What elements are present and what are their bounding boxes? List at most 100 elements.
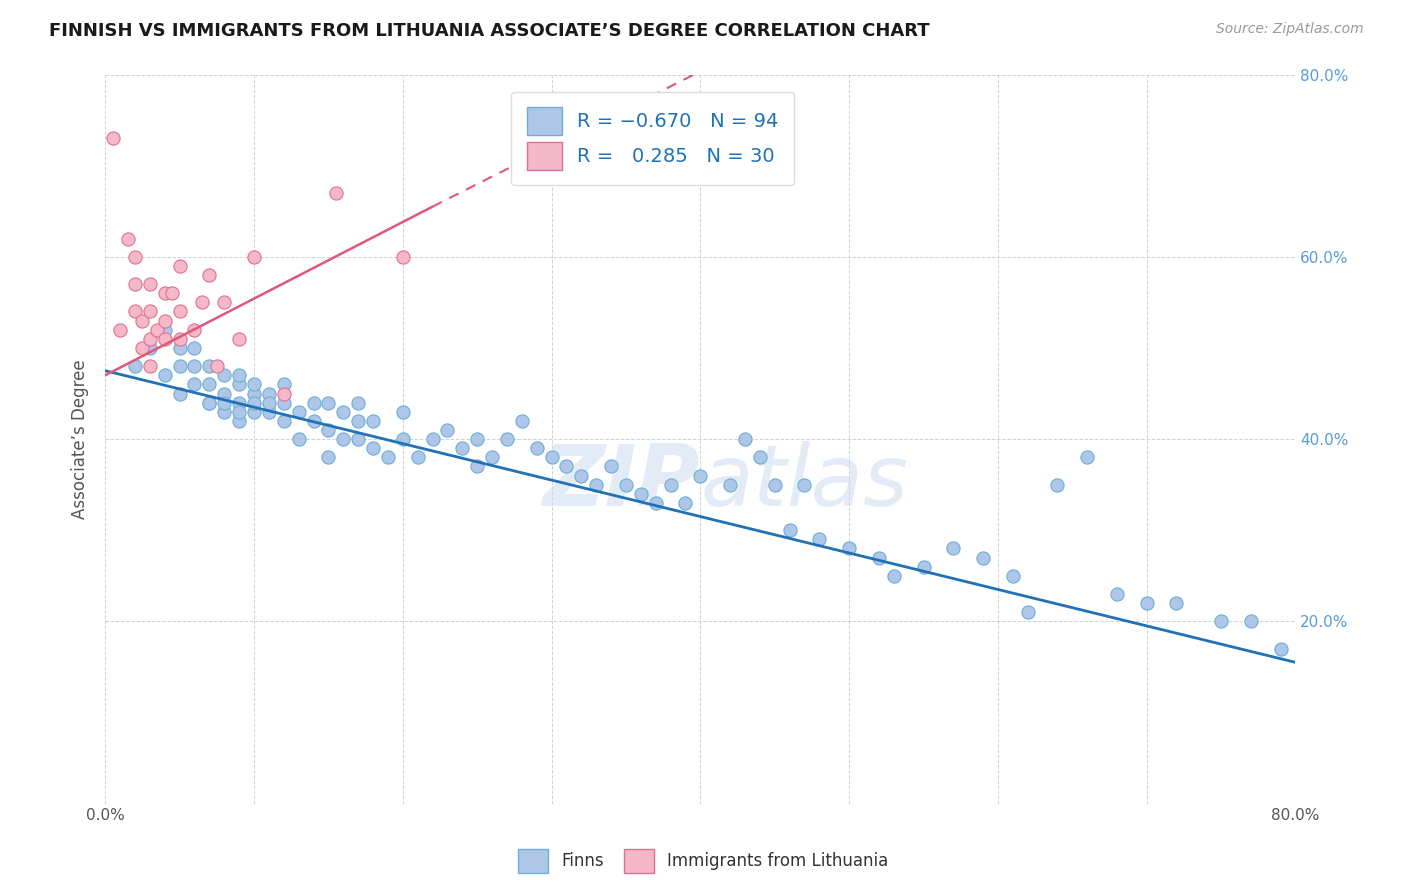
Point [972, 550, 994, 565]
Point [1209, 615, 1232, 629]
Point [169, 386, 191, 401]
Point [318, 450, 340, 465]
Point [779, 523, 801, 537]
Point [183, 341, 205, 355]
Point [198, 395, 221, 409]
Point [734, 432, 756, 446]
Point [391, 432, 413, 446]
Point [465, 459, 488, 474]
Point [212, 295, 235, 310]
Point [406, 450, 429, 465]
Point [205, 359, 228, 373]
Point [630, 487, 652, 501]
Point [117, 231, 139, 245]
Text: ZIP: ZIP [543, 442, 700, 524]
Point [212, 395, 235, 409]
Legend: Finns, Immigrants from Lithuania: Finns, Immigrants from Lithuania [510, 842, 896, 880]
Point [1076, 450, 1098, 465]
Point [318, 423, 340, 437]
Point [361, 414, 384, 428]
Point [124, 304, 146, 318]
Point [391, 405, 413, 419]
Point [212, 405, 235, 419]
Point [302, 414, 325, 428]
Point [273, 395, 295, 409]
Point [644, 496, 666, 510]
Point [212, 368, 235, 383]
Point [153, 323, 176, 337]
Point [139, 341, 162, 355]
Point [1046, 477, 1069, 491]
Point [912, 559, 935, 574]
Point [302, 395, 325, 409]
Point [273, 414, 295, 428]
Point [169, 259, 191, 273]
Point [868, 550, 890, 565]
Point [243, 405, 266, 419]
Point [1017, 605, 1039, 619]
Point [659, 477, 682, 491]
Point [153, 286, 176, 301]
Text: Source: ZipAtlas.com: Source: ZipAtlas.com [1216, 22, 1364, 37]
Y-axis label: Associate’s Degree: Associate’s Degree [72, 359, 89, 519]
Point [101, 131, 124, 145]
Point [183, 359, 205, 373]
Point [585, 477, 607, 491]
Point [153, 332, 176, 346]
Point [257, 405, 280, 419]
Point [169, 332, 191, 346]
Point [183, 323, 205, 337]
Point [169, 359, 191, 373]
Point [287, 432, 309, 446]
Point [139, 332, 162, 346]
Point [526, 441, 548, 455]
Point [243, 395, 266, 409]
Point [124, 277, 146, 292]
Point [183, 377, 205, 392]
Point [332, 405, 354, 419]
Point [510, 414, 533, 428]
Point [318, 395, 340, 409]
Point [198, 268, 221, 282]
Point [257, 386, 280, 401]
Point [748, 450, 770, 465]
Text: FINNISH VS IMMIGRANTS FROM LITHUANIA ASSOCIATE’S DEGREE CORRELATION CHART: FINNISH VS IMMIGRANTS FROM LITHUANIA ASS… [49, 22, 929, 40]
Point [108, 323, 131, 337]
Point [347, 432, 370, 446]
Point [146, 323, 169, 337]
Point [273, 386, 295, 401]
Point [169, 341, 191, 355]
Point [763, 477, 786, 491]
Point [391, 250, 413, 264]
Point [198, 359, 221, 373]
Point [169, 304, 191, 318]
Point [689, 468, 711, 483]
Point [160, 286, 183, 301]
Point [361, 441, 384, 455]
Point [198, 377, 221, 392]
Point [555, 459, 578, 474]
Point [139, 277, 162, 292]
Point [191, 295, 214, 310]
Point [124, 359, 146, 373]
Point [718, 477, 741, 491]
Point [451, 441, 474, 455]
Point [1105, 587, 1128, 601]
Point [883, 568, 905, 582]
Point [139, 359, 162, 373]
Point [287, 405, 309, 419]
Point [481, 450, 503, 465]
Point [273, 377, 295, 392]
Point [377, 450, 399, 465]
Point [1166, 596, 1188, 610]
Point [139, 304, 162, 318]
Point [793, 477, 815, 491]
Point [347, 414, 370, 428]
Point [198, 395, 221, 409]
Point [1001, 568, 1024, 582]
Point [124, 250, 146, 264]
Point [614, 477, 637, 491]
Point [1136, 596, 1159, 610]
Legend: R = −0.670   N = 94, R =   0.285   N = 30: R = −0.670 N = 94, R = 0.285 N = 30 [512, 92, 794, 186]
Point [228, 405, 250, 419]
